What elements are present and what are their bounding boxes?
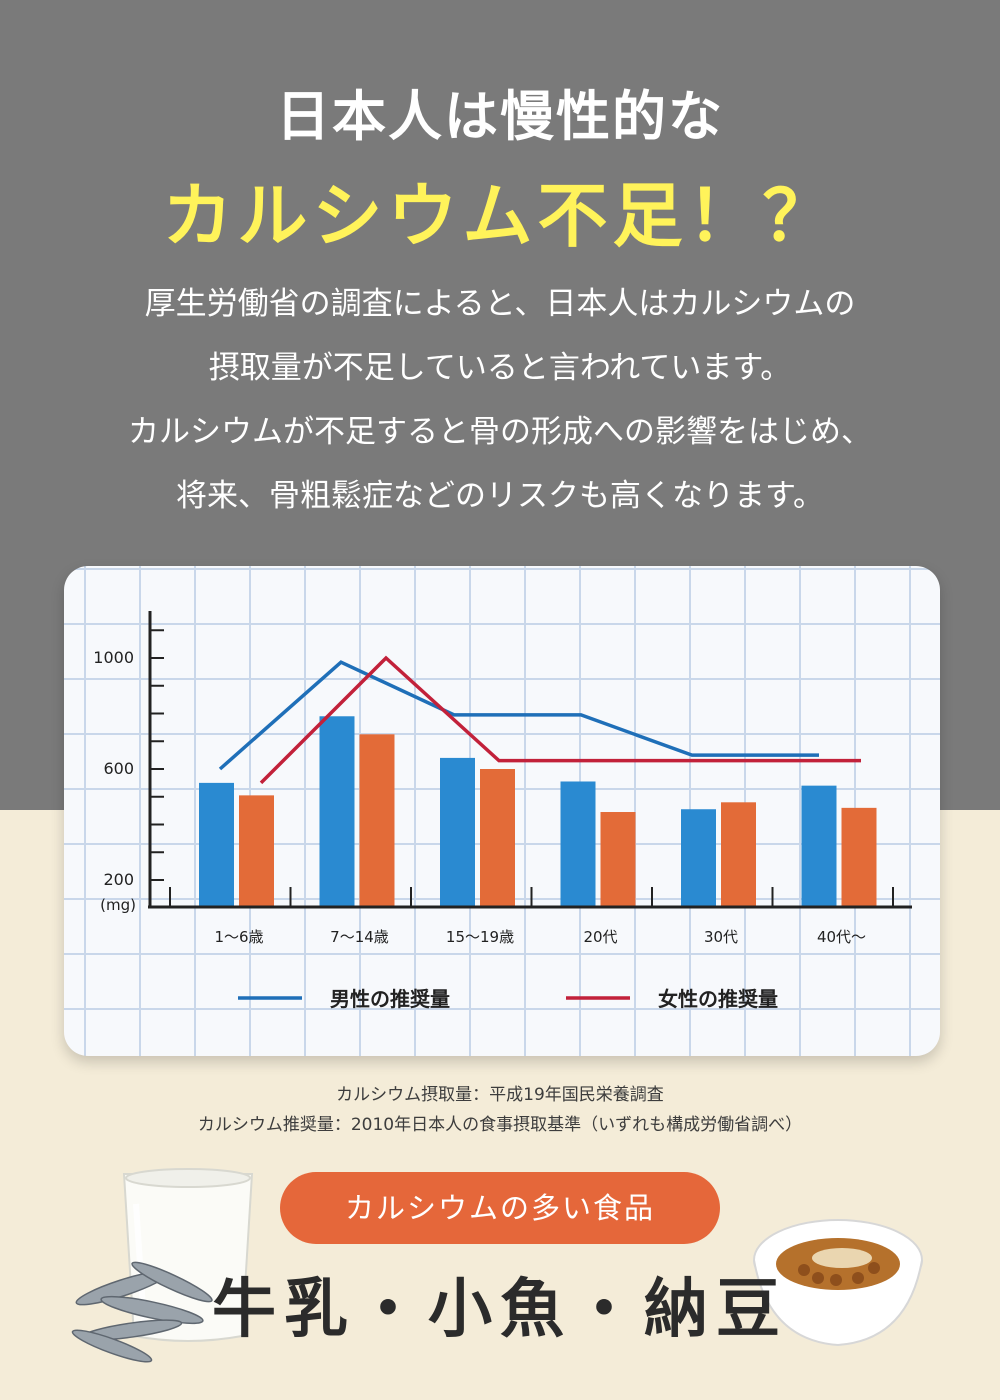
bar-intake-series2: [841, 807, 877, 907]
calcium-chart: 1000 600 200 (mg) 1〜6歳 7〜14歳 15〜19歳 20代 30代 40代〜男…: [93, 611, 912, 1011]
bar-intake-series1: [319, 716, 355, 907]
bar-intake-series2: [480, 769, 515, 907]
small-fish-illustration: [71, 1261, 213, 1363]
bar-intake-series1: [440, 757, 475, 907]
bar-intake-series1: [681, 809, 716, 907]
y-unit-label: (mg): [100, 896, 136, 914]
x-category-label: 15〜19歳: [446, 928, 514, 946]
x-category-label: 30代: [704, 928, 738, 946]
x-category-label: 1〜6歳: [214, 928, 263, 946]
bar-intake-series2: [600, 812, 636, 907]
female-recommended-line: [259, 655, 861, 785]
source-intake: カルシウム摂取量：平成19年国民栄養調査: [336, 1085, 664, 1105]
milk-glass-illustration: [122, 1168, 254, 1342]
source-recommended: カルシウム推奨量：2010年日本人の食事摂取基準（いずれも構成労働省調べ）: [197, 1115, 803, 1135]
legend-male-label: 男性の推奨量: [330, 987, 450, 1011]
intro-text: 厚生労働省の調査によると、日本人はカルシウムの 摂取量が不足していると言われてい…: [0, 272, 1000, 528]
bar-intake-series2: [721, 802, 756, 907]
calcium-foods-pill: カルシウムの多い食品: [280, 1172, 720, 1244]
bar-intake-series1: [801, 785, 837, 907]
source-notes: カルシウム摂取量：平成19年国民栄養調査 カルシウム推奨量：2010年日本人の食…: [0, 1080, 1000, 1140]
legend-female-label: 女性の推奨量: [658, 987, 778, 1011]
intro-line: 将来、骨粗鬆症などのリスクも高くなります。: [176, 478, 824, 514]
headline-line1: 日本人は慢性的な: [276, 85, 724, 148]
male-recommended-line: [218, 660, 819, 771]
x-category-label: 7〜14歳: [330, 928, 389, 946]
calcium-foods-list: 牛乳・小魚・納豆: [212, 1273, 788, 1347]
y-tick-label: 200: [103, 870, 134, 889]
chart-card: 1000 600 200 (mg) 1〜6歳 7〜14歳 15〜19歳 20代 30代 40代〜男…: [64, 566, 940, 1056]
x-category-label: 20代: [583, 928, 617, 946]
bar-intake-series2: [359, 734, 395, 907]
bar-intake-series1: [560, 781, 596, 907]
headline-line2: カルシウム不足！？: [162, 175, 838, 257]
natto-bowl-illustration: [753, 1219, 923, 1347]
intro-line: 厚生労働省の調査によると、日本人はカルシウムの: [144, 286, 856, 322]
intro-line: 摂取量が不足していると言われています。: [208, 350, 792, 386]
intro-line: カルシウムが不足すると骨の形成への影響をはじめ、: [128, 414, 872, 450]
x-category-label: 40代〜: [817, 928, 866, 946]
y-tick-label: 600: [103, 759, 134, 778]
bar-intake-series1: [199, 782, 234, 907]
bar-intake-series2: [239, 795, 274, 907]
y-tick-label: 1000: [93, 648, 134, 667]
